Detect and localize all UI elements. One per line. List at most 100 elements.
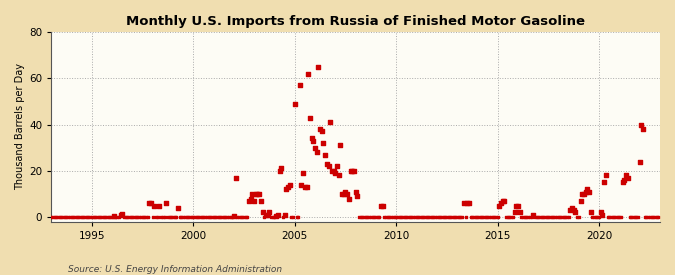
Point bbox=[293, 215, 304, 219]
Point bbox=[602, 215, 613, 219]
Point bbox=[315, 127, 325, 131]
Point bbox=[365, 215, 376, 219]
Point bbox=[524, 215, 535, 219]
Point bbox=[240, 215, 251, 219]
Point bbox=[445, 215, 456, 219]
Point bbox=[234, 215, 244, 219]
Point bbox=[174, 215, 185, 219]
Point bbox=[375, 203, 386, 208]
Point bbox=[609, 215, 620, 219]
Point bbox=[110, 215, 121, 219]
Point bbox=[102, 215, 113, 219]
Point bbox=[437, 215, 448, 219]
Point bbox=[465, 215, 476, 219]
Point bbox=[246, 196, 256, 201]
Point bbox=[132, 215, 143, 219]
Point bbox=[259, 215, 269, 219]
Point bbox=[402, 215, 413, 219]
Point bbox=[487, 215, 498, 219]
Point bbox=[384, 215, 395, 219]
Point bbox=[616, 215, 626, 219]
Point bbox=[337, 192, 348, 196]
Point bbox=[545, 215, 556, 219]
Point bbox=[283, 185, 294, 189]
Point bbox=[472, 215, 483, 219]
Point bbox=[440, 215, 451, 219]
Point bbox=[583, 189, 594, 194]
Point bbox=[371, 215, 381, 219]
Point bbox=[325, 120, 335, 124]
Point bbox=[103, 215, 114, 219]
Point bbox=[410, 215, 421, 219]
Point bbox=[266, 215, 277, 219]
Point bbox=[597, 213, 608, 217]
Point bbox=[308, 139, 319, 143]
Point bbox=[166, 215, 177, 219]
Point bbox=[310, 145, 321, 150]
Point bbox=[201, 215, 212, 219]
Point bbox=[482, 215, 493, 219]
Point bbox=[382, 215, 393, 219]
Point bbox=[585, 210, 596, 215]
Point bbox=[238, 215, 249, 219]
Point bbox=[92, 215, 103, 219]
Point bbox=[531, 215, 542, 219]
Point bbox=[391, 215, 402, 219]
Point bbox=[457, 215, 468, 219]
Point bbox=[124, 215, 134, 219]
Point bbox=[494, 203, 505, 208]
Point bbox=[82, 215, 92, 219]
Point bbox=[374, 215, 385, 219]
Point bbox=[113, 215, 124, 219]
Point bbox=[46, 215, 57, 219]
Point bbox=[151, 215, 161, 219]
Point bbox=[406, 215, 416, 219]
Point bbox=[479, 215, 489, 219]
Point bbox=[330, 171, 341, 175]
Point bbox=[582, 187, 593, 191]
Point bbox=[632, 215, 643, 219]
Point bbox=[48, 215, 59, 219]
Point bbox=[254, 192, 265, 196]
Point bbox=[411, 215, 422, 219]
Point bbox=[99, 215, 109, 219]
Point bbox=[357, 215, 368, 219]
Point bbox=[229, 214, 240, 218]
Point bbox=[290, 101, 300, 106]
Point bbox=[364, 215, 375, 219]
Point bbox=[553, 215, 564, 219]
Point bbox=[529, 215, 540, 219]
Point bbox=[250, 192, 261, 196]
Point bbox=[608, 215, 618, 219]
Point bbox=[303, 72, 314, 76]
Point bbox=[508, 215, 518, 219]
Point bbox=[634, 159, 645, 164]
Point bbox=[127, 215, 138, 219]
Point bbox=[526, 215, 537, 219]
Point bbox=[66, 215, 77, 219]
Point bbox=[367, 215, 378, 219]
Point bbox=[344, 196, 354, 201]
Point bbox=[191, 215, 202, 219]
Point bbox=[651, 215, 662, 219]
Point bbox=[354, 215, 364, 219]
Point bbox=[350, 189, 361, 194]
Point bbox=[580, 189, 591, 194]
Point bbox=[416, 215, 427, 219]
Point bbox=[183, 215, 194, 219]
Point bbox=[194, 215, 205, 219]
Point bbox=[435, 215, 446, 219]
Point bbox=[612, 215, 623, 219]
Point bbox=[277, 215, 288, 219]
Point bbox=[321, 162, 332, 166]
Point bbox=[157, 215, 168, 219]
Point bbox=[300, 185, 310, 189]
Point bbox=[599, 180, 610, 185]
Point bbox=[481, 215, 491, 219]
Point bbox=[137, 215, 148, 219]
Point bbox=[423, 215, 434, 219]
Point bbox=[398, 215, 408, 219]
Point bbox=[358, 215, 369, 219]
Point bbox=[628, 215, 639, 219]
Point bbox=[178, 215, 188, 219]
